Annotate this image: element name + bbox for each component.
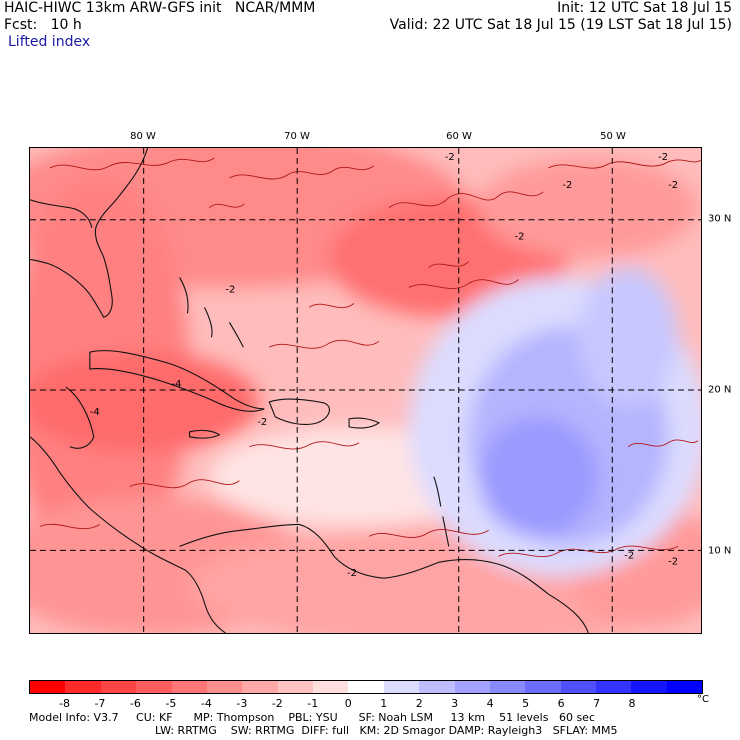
colorbar-tick-label: -8: [58, 697, 70, 710]
colorbar-unit: °C: [697, 694, 709, 705]
lifted-index-map: -2 -2 -2 -2 -2 -2 -2 -2 -4 -4 -2 -2: [29, 147, 702, 634]
colorbar-segment: [206, 681, 243, 693]
model-info-line2: LW: RRTMG SW: RRTMG DIFF: full KM: 2D Sm…: [155, 724, 618, 737]
colorbar-tick-label: 7: [593, 697, 601, 710]
field-name: Lifted index: [8, 34, 91, 50]
colorbar-segment: [65, 681, 101, 693]
colorbar-segment: [454, 681, 490, 693]
gulf-coast: [30, 199, 93, 228]
colorbar-tick-label: 8: [628, 697, 636, 710]
colorbar-tick-label: 2: [415, 697, 423, 710]
bahamas: [179, 277, 244, 348]
colorbar-tick-label: -3: [236, 697, 248, 710]
colorbar-segment: [100, 681, 137, 693]
south-america-north: [179, 523, 589, 633]
colorbar: [29, 680, 703, 694]
contour-label: -2: [658, 152, 668, 163]
yucatan: [65, 386, 95, 449]
forecast-hour: Fcst: 10 h: [4, 17, 82, 33]
colorbar-segment: [136, 681, 172, 693]
colorbar-segment: [666, 681, 703, 693]
contour-label: -2: [562, 180, 572, 191]
colorbar-segment: [560, 681, 596, 693]
contour-label: -2: [624, 550, 634, 561]
colorbar-tick-label: 6: [557, 697, 565, 710]
colorbar-segment: [383, 681, 420, 693]
unstable-zone-cuba: [30, 352, 260, 452]
colorbar-segment: [525, 681, 561, 693]
stable-zone-core: [478, 416, 599, 537]
lon-label-60w: 60 W: [446, 131, 472, 142]
contour-label: -2: [225, 284, 235, 295]
model-title: HAIC-HIWC 13km ARW-GFS init NCAR/MMM: [4, 0, 316, 16]
colorbar-tick-label: -7: [94, 697, 106, 710]
us-east-coast: [30, 148, 149, 318]
colorbar-tick-label: -6: [129, 697, 141, 710]
colorbar-segment: [489, 681, 526, 693]
valid-time: Valid: 22 UTC Sat 18 Jul 15 (19 LST Sat …: [389, 17, 732, 33]
lon-label-80w: 80 W: [130, 131, 156, 142]
colorbar-segment: [242, 681, 278, 693]
colorbar-segment: [348, 681, 384, 693]
init-time: Init: 12 UTC Sat 18 Jul 15: [557, 0, 732, 16]
colorbar-tick-label: 3: [451, 697, 459, 710]
colorbar-tick-label: 4: [486, 697, 494, 710]
contour-label: -2: [668, 180, 678, 191]
contour-label: -4: [172, 379, 182, 390]
lat-label-10n: 10 N: [708, 545, 732, 557]
lat-label-20n: 20 N: [708, 384, 732, 396]
lat-lon-grid: [30, 148, 701, 633]
contour-label: -2: [445, 152, 455, 163]
jamaica: [188, 429, 221, 439]
colorbar-tick-label: -5: [165, 697, 177, 710]
lat-label-30n: 30 N: [708, 213, 732, 225]
colorbar-segment: [631, 681, 667, 693]
colorbar-tick-label: 0: [344, 697, 352, 710]
colorbar-tick-label: 1: [380, 697, 388, 710]
lifted-index-contours: [39, 157, 701, 557]
colorbar-segment: [313, 681, 349, 693]
lon-label-70w: 70 W: [284, 131, 310, 142]
stable-zone-ne: [578, 267, 679, 407]
lesser-antilles: [433, 476, 450, 547]
colorbar-tick-label: -2: [271, 697, 283, 710]
colorbar-segment: [419, 681, 455, 693]
colorbar-tick-label: 5: [522, 697, 530, 710]
model-info-line1: Model Info: V3.7 CU: KF MP: Thompson PBL…: [29, 711, 595, 724]
colorbar-segment: [171, 681, 207, 693]
puerto-rico: [348, 417, 380, 429]
colorbar-tick-label: -1: [307, 697, 319, 710]
contour-label: -4: [90, 407, 100, 418]
lon-label-50w: 50 W: [600, 131, 626, 142]
contour-label: -2: [668, 556, 678, 567]
contour-label: -2: [257, 417, 267, 428]
unstable-zone-east: [478, 157, 699, 258]
contour-label: -2: [515, 232, 525, 243]
coastlines: [30, 148, 589, 633]
contour-label: -2: [347, 568, 357, 579]
colorbar-segment: [277, 681, 313, 693]
colorbar-segment: [596, 681, 632, 693]
colorbar-segment: [30, 681, 66, 693]
central-america: [30, 436, 226, 633]
hispaniola: [268, 398, 330, 426]
colorbar-tick-label: -4: [200, 697, 212, 710]
cuba: [89, 350, 265, 412]
